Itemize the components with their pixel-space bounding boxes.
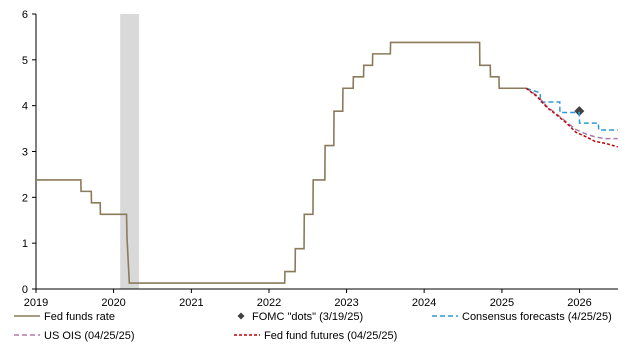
x-tick-label: 2021	[179, 297, 203, 309]
legend: Fed funds rate FOMC "dots" (3/19/25) Conse…	[14, 311, 612, 342]
series-line-fed-fund-futures-04-25-25	[525, 87, 618, 148]
shaded-region	[120, 14, 140, 289]
y-tick-label: 1	[22, 238, 28, 250]
x-tick-label: 2020	[101, 297, 125, 309]
legend-label: FOMC "dots" (3/19/25)	[252, 311, 363, 323]
y-tick-label: 0	[22, 284, 28, 296]
legend-item-fomc-dots-3-19-25: FOMC "dots" (3/19/25)	[237, 311, 363, 323]
legend-label: Consensus forecasts (4/25/25)	[462, 311, 612, 323]
legend-label: Fed funds rate	[44, 311, 115, 323]
axes: 0 1 2 3 4 5 6 2019 2020 2021 2022 2023 2024 2025 2026	[22, 9, 618, 309]
y-tick-label: 4	[22, 101, 28, 113]
legend-label: Fed fund futures (04/25/25)	[264, 330, 397, 342]
series-line-fed-funds-rate	[36, 41, 527, 284]
legend-item-fed-fund-futures-04-25-25: Fed fund futures (04/25/25)	[234, 330, 397, 342]
y-tick-label: 2	[22, 192, 28, 204]
x-tick-label: 2025	[490, 297, 514, 309]
x-tick-label: 2024	[412, 297, 436, 309]
series-layer	[36, 41, 618, 284]
x-tick-label: 2019	[24, 297, 48, 309]
x-tick-label: 2026	[567, 297, 591, 309]
x-tick-label: 2023	[334, 297, 358, 309]
legend-item-fed-funds-rate: Fed funds rate	[14, 311, 115, 323]
series-line-consensus-forecasts-4-25-25	[525, 87, 618, 131]
legend-item-consensus-forecasts-4-25-25: Consensus forecasts (4/25/25)	[432, 311, 612, 323]
legend-item-us-ois-04-25-25: US OIS (04/25/25)	[14, 330, 135, 342]
legend-label: US OIS (04/25/25)	[44, 330, 135, 342]
y-tick-label: 6	[22, 9, 28, 21]
x-tick-label: 2022	[257, 297, 281, 309]
legend-swatch	[237, 312, 245, 320]
series-marker-fomc-dots-3-19-25	[574, 106, 585, 117]
y-tick-label: 3	[22, 147, 28, 159]
y-tick-label: 5	[22, 55, 28, 67]
recession-shading-layer	[120, 14, 140, 289]
